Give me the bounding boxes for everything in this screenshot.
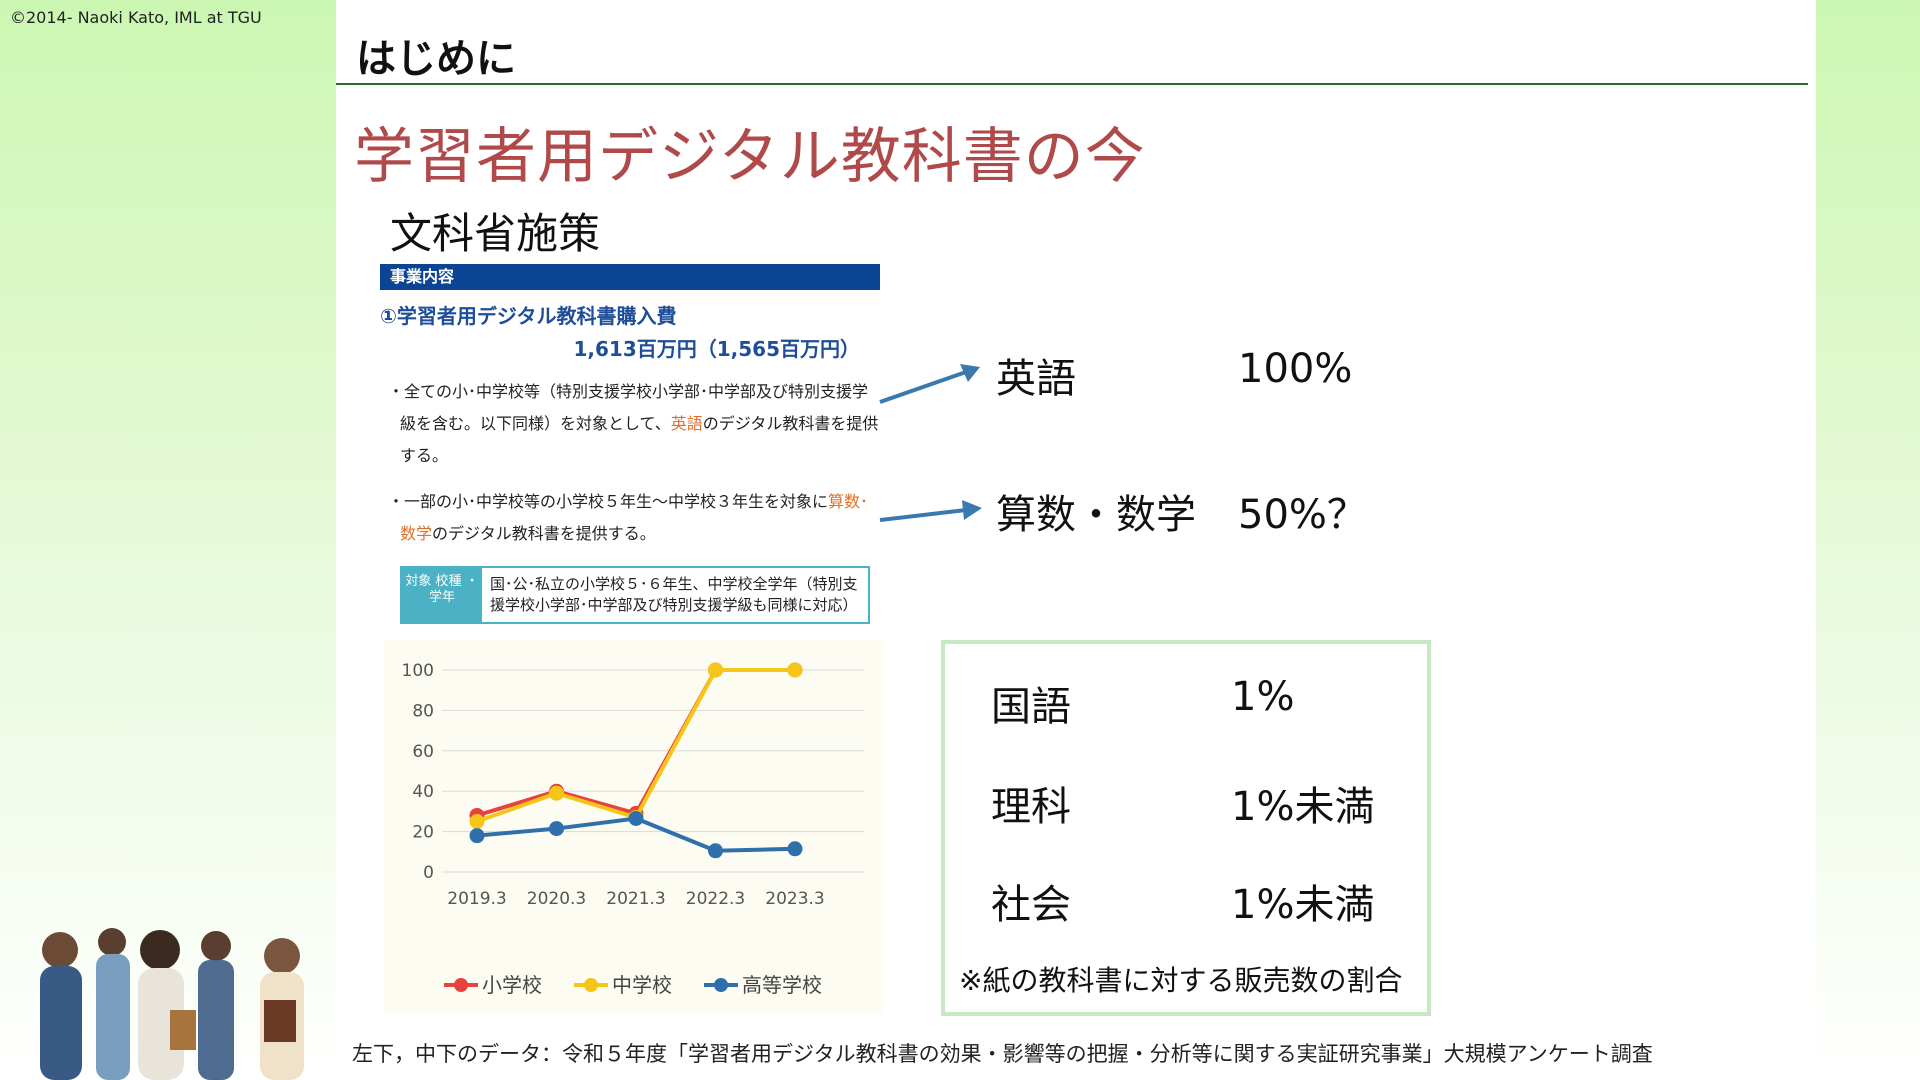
data-point xyxy=(628,810,644,826)
subject-english: 英語 xyxy=(996,356,1076,402)
legend-label: 高等学校 xyxy=(742,973,822,997)
legend-label: 中学校 xyxy=(612,973,672,997)
y-tick-label: 60 xyxy=(412,742,434,762)
y-tick-label: 80 xyxy=(412,701,434,721)
target-text: 国･公･私立の小学校５･６年生、中学校全学年（特別支援学校小学部･中学部及び特別… xyxy=(490,575,858,614)
arrow-english xyxy=(879,364,980,404)
subject-english-value: 100% xyxy=(1238,346,1353,392)
legend-swatch-dot xyxy=(454,978,468,992)
right-side-band xyxy=(1816,0,1920,1080)
adoption-line-chart: 0 20 40 60 80 100 2019.3 2020.3 2021.3 2022.3 2023… xyxy=(384,640,884,1015)
doc-para2-pre: ・一部の小･中学校等の小学校５年生～中学校３年生を対象に xyxy=(388,492,829,511)
series-line-小学校 xyxy=(476,668,795,818)
doc-paragraph-english: ・全ての小･中学校等（特別支援学校小学部･中学部及び特別支援学級を含む。以下同様… xyxy=(380,376,880,472)
y-tick-label: 100 xyxy=(402,661,434,681)
legend-label: 小学校 xyxy=(482,973,542,997)
subject-math: 算数・数学 xyxy=(996,492,1196,538)
left-side-band xyxy=(0,0,336,1080)
other-subjects-box: 国語 1% 理科 1%未満 社会 1%未満 ※紙の教科書に対する販売数の割合 xyxy=(941,640,1431,1016)
data-point xyxy=(549,785,564,801)
subject-math-value: 50%？ xyxy=(1238,492,1367,538)
doc-para1-pre: ・全ての小･中学校等（特別支援学校小学部･中学部及び特別支援学級を含む。以下同様… xyxy=(388,382,869,433)
data-point xyxy=(787,841,803,857)
target-label: 対象 校種 ・ 学年 xyxy=(402,568,482,622)
y-tick-label: 20 xyxy=(412,823,434,843)
series-line-中学校 xyxy=(476,668,795,824)
x-tick-label: 2021.3 xyxy=(606,889,665,909)
students-illustration xyxy=(40,928,304,1080)
subject-science: 理科 xyxy=(991,784,1071,830)
x-tick-label: 2020.3 xyxy=(527,889,586,909)
doc-amount: 1,613百万円（1,565百万円） xyxy=(573,337,860,361)
doc-paragraph-math: ・一部の小･中学校等の小学校５年生～中学校３年生を対象に算数･数学のデジタル教科… xyxy=(380,486,880,550)
doc-banner: 事業内容 xyxy=(380,264,880,290)
subject-science-value: 1%未満 xyxy=(1231,784,1375,830)
data-point xyxy=(787,662,803,678)
target-box: 対象 校種 ・ 学年 国･公･私立の小学校５･６年生、中学校全学年（特別支援学校… xyxy=(400,566,870,624)
x-tick-label: 2022.3 xyxy=(686,889,745,909)
doc-para2-post: のデジタル教科書を提供する。 xyxy=(432,524,656,543)
header-divider xyxy=(336,83,1808,85)
copyright-text: ©2014- Naoki Kato, IML at TGU xyxy=(10,8,262,27)
arrow-math xyxy=(879,500,982,522)
policy-document-excerpt: 事業内容 ①学習者用デジタル教科書購入費 1,613百万円（1,565百万円） … xyxy=(380,264,880,624)
doc-para1-post: のデジタル教科書を提供する。 xyxy=(400,414,879,465)
subject-japanese-value: 1% xyxy=(1231,674,1295,720)
y-tick-label: 40 xyxy=(412,782,434,802)
data-point xyxy=(549,821,564,837)
subject-social: 社会 xyxy=(991,882,1071,928)
x-tick-label: 2023.3 xyxy=(765,889,824,909)
header-title: はじめに xyxy=(356,36,516,82)
data-point xyxy=(469,814,485,829)
footnote: 左下，中下のデータ：令和５年度「学習者用デジタル教科書の効果・影響等の把握・分析… xyxy=(352,1042,1653,1066)
data-point xyxy=(708,662,723,678)
box-note: ※紙の教科書に対する販売数の割合 xyxy=(959,964,1403,997)
slide: はじめに 学習者用デジタル教科書の今 文科省施策 事業内容 ①学習者用デジタル教… xyxy=(336,0,1816,1080)
data-point xyxy=(469,828,485,844)
subject-social-value: 1%未満 xyxy=(1231,882,1375,928)
data-point xyxy=(708,843,723,859)
doc-item-title: ①学習者用デジタル教科書購入費 xyxy=(380,304,677,328)
legend-swatch-dot xyxy=(714,978,728,992)
section-title: 文科省施策 xyxy=(390,209,601,258)
doc-para1-highlight: 英語 xyxy=(670,414,703,433)
legend-swatch-dot xyxy=(584,978,598,992)
x-tick-label: 2019.3 xyxy=(447,889,506,909)
subject-japanese: 国語 xyxy=(991,684,1071,730)
doc-para2-highlight: 算数･数学 xyxy=(400,492,869,543)
y-tick-label: 0 xyxy=(423,863,434,883)
main-title: 学習者用デジタル教科書の今 xyxy=(354,122,1146,192)
